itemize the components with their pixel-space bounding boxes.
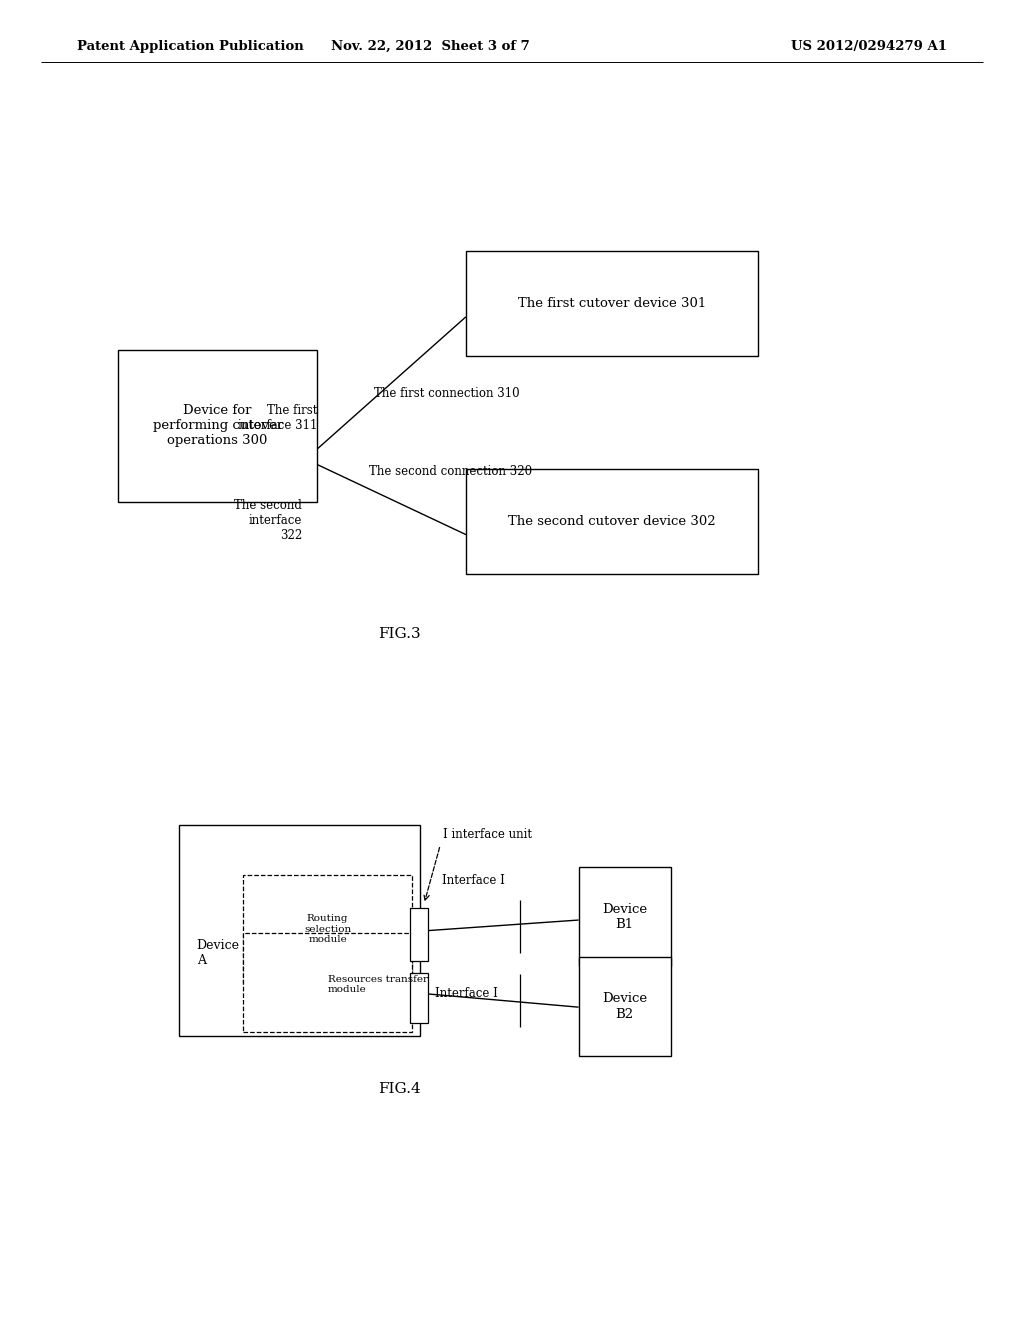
Text: Resources transfer
module: Resources transfer module <box>328 975 428 994</box>
Bar <box>243 875 412 983</box>
Text: The first cutover device 301: The first cutover device 301 <box>518 297 706 310</box>
Bar <box>410 973 428 1023</box>
Text: FIG.3: FIG.3 <box>378 627 421 640</box>
Bar <box>243 933 412 1032</box>
Text: The first
interface 311: The first interface 311 <box>238 404 317 433</box>
Bar <box>579 957 671 1056</box>
Text: Device for
performing cutover
operations 300: Device for performing cutover operations… <box>153 404 283 447</box>
Bar <box>579 867 671 966</box>
Text: Nov. 22, 2012  Sheet 3 of 7: Nov. 22, 2012 Sheet 3 of 7 <box>331 40 529 53</box>
Text: Device
B1: Device B1 <box>602 903 647 931</box>
Text: Patent Application Publication: Patent Application Publication <box>77 40 303 53</box>
Text: The second
interface
322: The second interface 322 <box>234 499 302 541</box>
Text: FIG.4: FIG.4 <box>378 1082 421 1096</box>
Text: Routing
selection
module: Routing selection module <box>304 915 351 944</box>
Bar <box>118 350 317 502</box>
Bar <box>466 469 758 574</box>
Text: US 2012/0294279 A1: US 2012/0294279 A1 <box>792 40 947 53</box>
Text: The first connection 310: The first connection 310 <box>374 387 519 400</box>
Text: Device
A: Device A <box>197 939 240 968</box>
Text: Interface I: Interface I <box>442 874 505 887</box>
Text: The second connection 320: The second connection 320 <box>369 465 531 478</box>
Bar <box>179 825 420 1036</box>
Text: The second cutover device 302: The second cutover device 302 <box>508 515 716 528</box>
Text: Device
B2: Device B2 <box>602 993 647 1020</box>
Bar <box>410 908 428 961</box>
Text: I interface unit: I interface unit <box>443 828 532 841</box>
Bar <box>466 251 758 356</box>
Text: Interface I: Interface I <box>435 987 498 1001</box>
